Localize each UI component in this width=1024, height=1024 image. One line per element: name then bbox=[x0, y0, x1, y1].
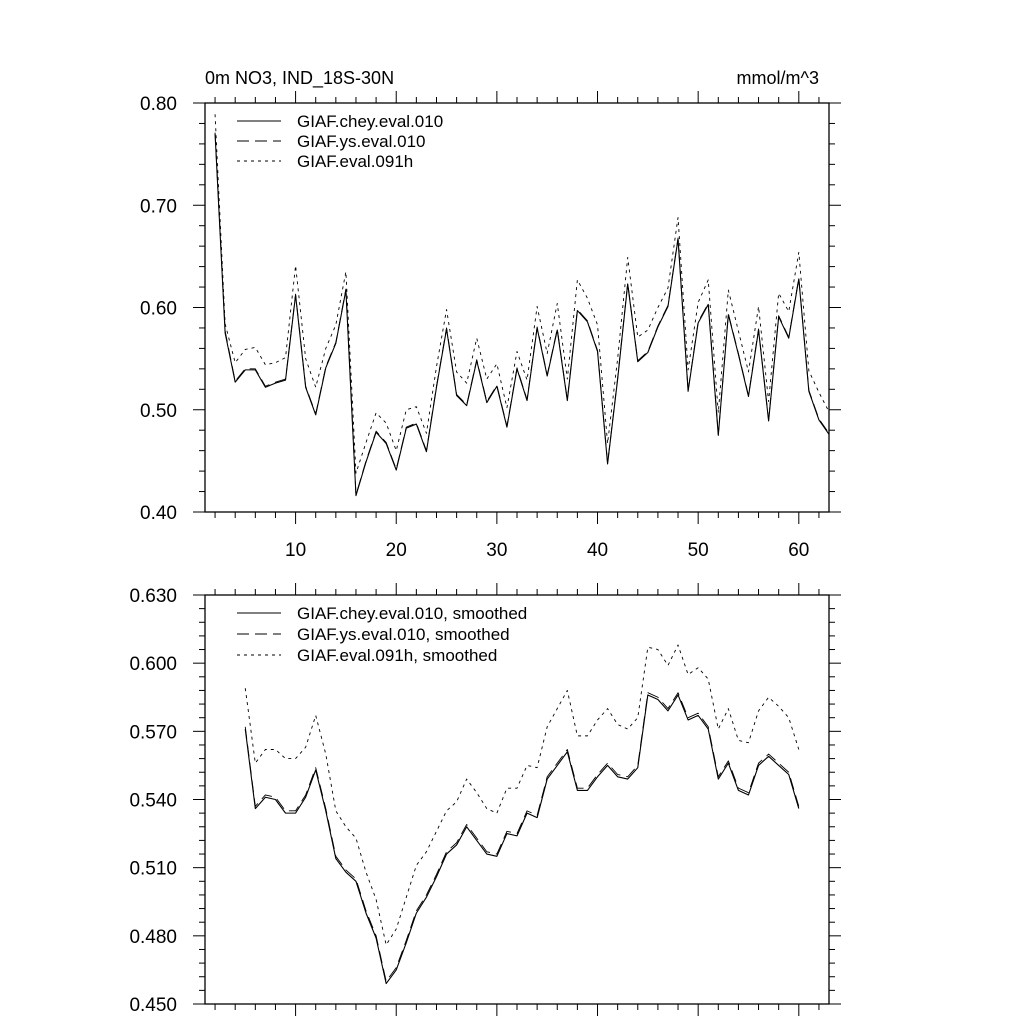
x-tick-label: 50 bbox=[688, 540, 709, 561]
x-tick-label: 40 bbox=[587, 540, 608, 561]
data-point bbox=[234, 362, 236, 364]
data-point bbox=[395, 449, 397, 451]
data-point bbox=[405, 409, 407, 411]
data-point bbox=[335, 324, 337, 326]
data-point bbox=[687, 673, 689, 675]
y-tick-label: 0.60 bbox=[140, 299, 177, 320]
data-point bbox=[526, 764, 528, 766]
data-point bbox=[385, 944, 387, 946]
data-point bbox=[325, 753, 327, 755]
data-point bbox=[616, 357, 618, 359]
series-line-2 bbox=[244, 644, 800, 946]
data-point bbox=[455, 801, 457, 803]
data-point bbox=[274, 748, 276, 750]
data-point bbox=[818, 391, 820, 393]
legend-label-1: GIAF.ys.eval.010, smoothed bbox=[297, 625, 510, 644]
data-point bbox=[737, 739, 739, 741]
series-line-1 bbox=[214, 132, 830, 496]
x-tick-label: 20 bbox=[386, 540, 407, 561]
data-point bbox=[294, 264, 296, 266]
bottom-panel: 0.450 0.480 0.510 0.540 0.570 0.600 0.630 GIAF.… bbox=[129, 583, 841, 1016]
y-tick-label: 0.40 bbox=[140, 503, 177, 524]
data-point bbox=[506, 787, 508, 789]
data-point bbox=[284, 757, 286, 759]
legend-label-1: GIAF.ys.eval.010 bbox=[297, 132, 426, 151]
chart-title-left: 0m NO3, IND_18S-30N bbox=[205, 68, 394, 89]
data-point bbox=[445, 810, 447, 812]
data-point bbox=[274, 796, 276, 798]
top-panel: 0.40 0.50 0.60 0.70 0.80 10 20 30 40 50 60 0m NO3, … bbox=[140, 68, 841, 561]
data-point bbox=[788, 310, 790, 312]
y-tick-label: 0.600 bbox=[129, 654, 177, 675]
y-tick-label: 0.570 bbox=[129, 722, 177, 743]
series-line-2 bbox=[214, 114, 830, 474]
y-tick-label: 0.50 bbox=[140, 401, 177, 422]
data-point bbox=[345, 271, 347, 273]
data-point bbox=[647, 646, 649, 648]
y-tick-label: 0.630 bbox=[129, 586, 177, 607]
data-point bbox=[777, 292, 779, 294]
x-tick-label: 60 bbox=[788, 540, 809, 561]
chart-title-right: mmol/m^3 bbox=[737, 68, 819, 88]
y-tick-label: 0.540 bbox=[129, 791, 177, 812]
data-point bbox=[345, 826, 347, 828]
legend-label-0: GIAF.chey.eval.010, smoothed bbox=[297, 604, 527, 623]
data-point bbox=[254, 762, 256, 764]
data-point bbox=[365, 871, 367, 873]
y-tick-label: 0.70 bbox=[140, 196, 177, 217]
y-tick-label: 0.480 bbox=[129, 927, 177, 948]
data-point bbox=[476, 791, 478, 793]
data-point bbox=[788, 717, 790, 719]
legend-label-2: GIAF.eval.091h bbox=[297, 152, 413, 171]
y-tick-label: 0.510 bbox=[129, 859, 177, 880]
legend-label-0: GIAF.chey.eval.010 bbox=[297, 112, 443, 131]
x-tick-label: 30 bbox=[486, 540, 507, 561]
y-tick-label: 0.80 bbox=[140, 94, 177, 115]
series-line-0 bbox=[214, 133, 830, 497]
y-tick-label: 0.450 bbox=[129, 995, 177, 1016]
x-tick-label: 10 bbox=[285, 540, 306, 561]
data-point bbox=[637, 336, 639, 338]
data-point bbox=[254, 346, 256, 348]
data-point bbox=[757, 305, 759, 307]
series-line-1 bbox=[244, 692, 800, 982]
data-point bbox=[355, 837, 357, 839]
series-line-0 bbox=[244, 694, 800, 985]
data-point bbox=[637, 717, 639, 719]
legend-label-2: GIAF.eval.091h, smoothed bbox=[297, 646, 497, 665]
